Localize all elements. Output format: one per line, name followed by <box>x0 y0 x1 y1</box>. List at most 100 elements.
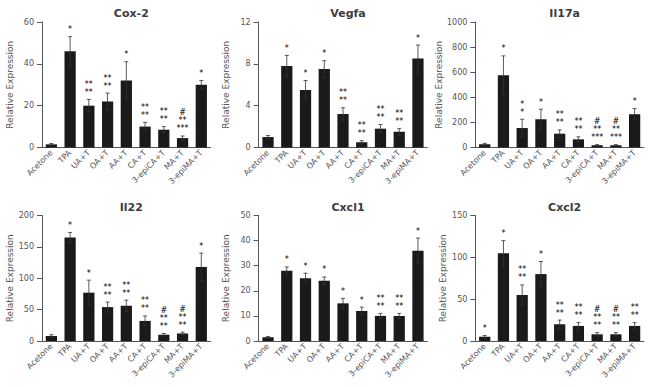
svg-text:4: 4 <box>246 101 251 110</box>
svg-text:**: ** <box>395 117 403 126</box>
svg-text:**: ** <box>612 125 620 134</box>
svg-text:*: * <box>199 69 203 78</box>
svg-text:Vegfa: Vegfa <box>330 7 365 20</box>
svg-text:**: ** <box>179 313 187 322</box>
svg-text:Relative Expression: Relative Expression <box>5 41 15 129</box>
svg-text:*: * <box>416 227 420 236</box>
svg-text:Relative Expression: Relative Expression <box>221 41 231 129</box>
svg-text:150: 150 <box>19 242 34 251</box>
svg-text:Relative Expression: Relative Expression <box>221 234 231 322</box>
svg-text:**: ** <box>574 117 582 126</box>
svg-text:*: * <box>483 324 487 333</box>
svg-text:#: # <box>594 117 601 126</box>
svg-text:60: 60 <box>24 18 34 27</box>
svg-text:100: 100 <box>19 274 34 283</box>
svg-text:**: ** <box>376 113 384 122</box>
svg-text:*: * <box>360 296 364 305</box>
svg-text:**: ** <box>556 301 564 310</box>
svg-text:OA+T: OA+T <box>88 148 111 171</box>
svg-text:*: * <box>304 262 308 271</box>
svg-text:Relative Expression: Relative Expression <box>438 234 448 322</box>
svg-text:**: ** <box>518 265 526 274</box>
svg-text:**: ** <box>376 105 384 114</box>
svg-text:**: ** <box>593 313 601 322</box>
svg-text:50: 50 <box>240 211 250 220</box>
svg-text:50: 50 <box>457 295 467 304</box>
svg-text:0: 0 <box>462 143 467 152</box>
svg-text:**: ** <box>574 311 582 320</box>
svg-text:*: * <box>539 250 543 259</box>
svg-text:*: * <box>124 50 128 59</box>
svg-text:**: ** <box>141 111 149 120</box>
svg-text:20: 20 <box>240 286 250 295</box>
svg-text:***: *** <box>610 133 622 142</box>
svg-text:3-epiCA+T: 3-epiCA+T <box>130 148 167 185</box>
svg-text:**: ** <box>556 309 564 318</box>
svg-text:*: * <box>68 25 72 34</box>
svg-text:200: 200 <box>19 211 34 220</box>
svg-text:**: ** <box>612 313 620 322</box>
svg-text:#: # <box>179 108 186 117</box>
svg-text:**: ** <box>339 88 347 97</box>
svg-text:10: 10 <box>240 311 250 320</box>
svg-text:**: ** <box>395 109 403 118</box>
svg-text:Acetone: Acetone <box>242 148 271 177</box>
svg-text:AA+T: AA+T <box>540 148 563 171</box>
svg-text:**: ** <box>395 294 403 303</box>
svg-text:**: ** <box>376 302 384 311</box>
svg-text:Cox-2: Cox-2 <box>114 7 149 20</box>
svg-text:**: ** <box>104 74 112 83</box>
svg-text:0: 0 <box>29 143 34 152</box>
svg-text:AA+T: AA+T <box>107 342 130 365</box>
svg-text:150: 150 <box>452 211 467 220</box>
svg-text:20: 20 <box>24 101 34 110</box>
svg-text:*: * <box>520 108 524 117</box>
svg-text:**: ** <box>141 304 149 313</box>
svg-text:OA+T: OA+T <box>88 342 111 365</box>
svg-text:OA+T: OA+T <box>305 148 328 171</box>
svg-text:3-epiCA+T: 3-epiCA+T <box>347 342 384 379</box>
svg-text:*: * <box>87 269 91 278</box>
svg-text:*: * <box>539 98 543 107</box>
svg-text:3-epiMA+T: 3-epiMA+T <box>384 342 422 380</box>
svg-text:**: ** <box>104 291 112 300</box>
svg-text:**: ** <box>358 129 366 138</box>
svg-text:**: ** <box>104 283 112 292</box>
svg-text:UA+T: UA+T <box>69 342 92 365</box>
svg-text:Acetone: Acetone <box>242 342 271 371</box>
svg-text:**: ** <box>631 311 639 320</box>
svg-text:Acetone: Acetone <box>25 342 54 371</box>
svg-text:30: 30 <box>240 261 250 270</box>
svg-text:**: ** <box>518 273 526 282</box>
svg-text:Relative Expression: Relative Expression <box>5 234 15 322</box>
svg-text:**: ** <box>593 125 601 134</box>
svg-text:*: * <box>501 44 505 53</box>
svg-text:**: ** <box>122 289 130 298</box>
svg-text:**: ** <box>104 82 112 91</box>
svg-text:**: ** <box>556 118 564 127</box>
svg-text:3-epiCA+T: 3-epiCA+T <box>347 148 384 185</box>
svg-text:AA+T: AA+T <box>324 148 347 171</box>
svg-text:Relative Expression: Relative Expression <box>434 41 444 129</box>
svg-text:AA+T: AA+T <box>107 148 130 171</box>
svg-text:*: * <box>285 44 289 53</box>
svg-text:OA+T: OA+T <box>305 342 328 365</box>
svg-text:*: * <box>68 221 72 230</box>
svg-text:3-epiMA+T: 3-epiMA+T <box>600 342 638 380</box>
svg-text:*: * <box>322 49 326 58</box>
svg-text:100: 100 <box>452 253 467 262</box>
svg-text:Acetone: Acetone <box>458 342 487 371</box>
svg-text:8: 8 <box>246 59 251 68</box>
svg-text:Il22: Il22 <box>120 201 143 214</box>
svg-text:**: ** <box>85 80 93 89</box>
svg-text:#: # <box>613 117 620 126</box>
svg-text:UA+T: UA+T <box>69 148 92 171</box>
svg-text:#: # <box>613 305 620 314</box>
svg-text:3-epiMA+T: 3-epiMA+T <box>384 148 422 186</box>
svg-text:1000: 1000 <box>447 18 467 27</box>
svg-text:**: ** <box>376 294 384 303</box>
svg-text:0: 0 <box>246 337 251 346</box>
svg-text:600: 600 <box>452 68 467 77</box>
svg-text:UA+T: UA+T <box>286 148 309 171</box>
svg-text:3-epiMA+T: 3-epiMA+T <box>167 342 205 380</box>
